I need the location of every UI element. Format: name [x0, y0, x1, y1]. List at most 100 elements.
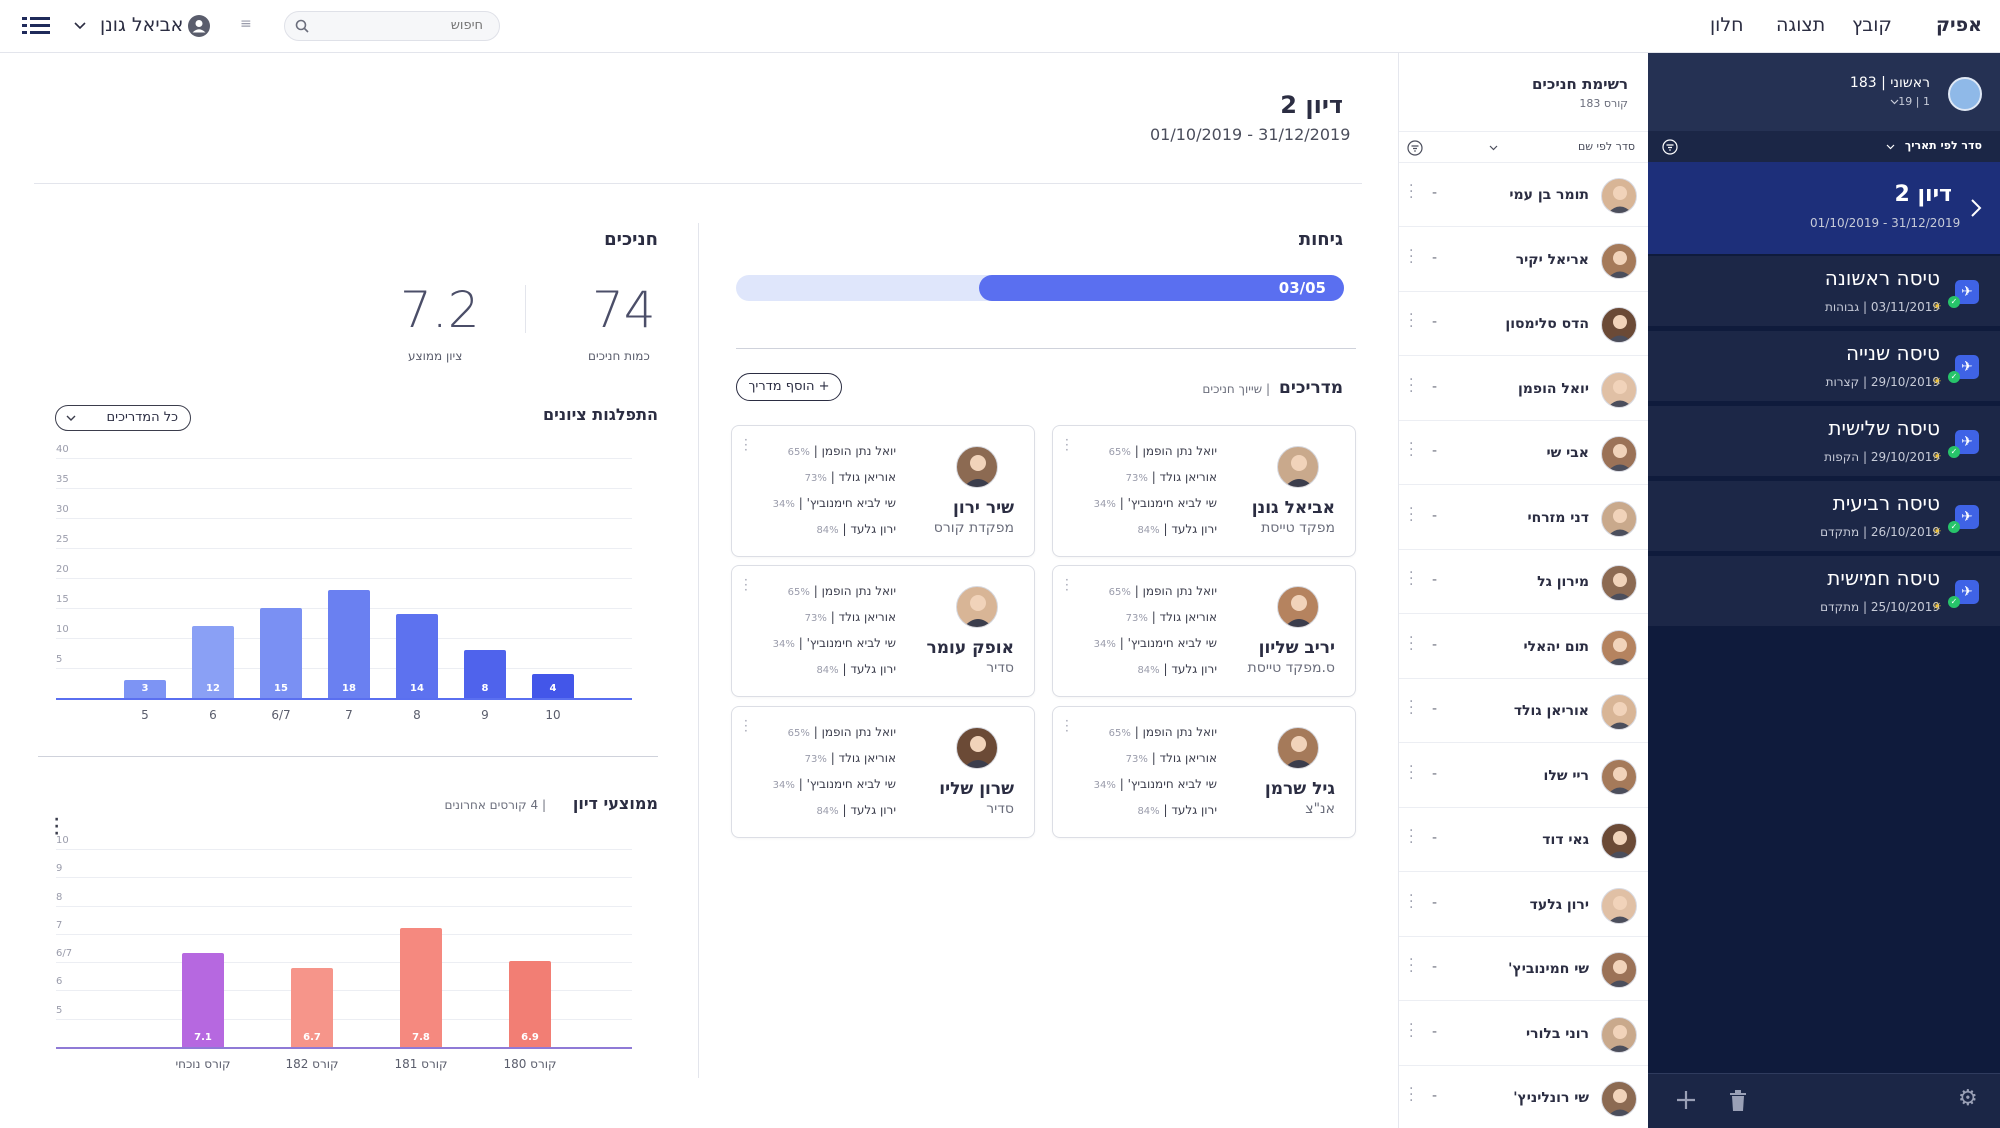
chevron-down-icon[interactable]	[1489, 145, 1498, 151]
check-icon: ✓	[1948, 521, 1960, 533]
more-options-icon[interactable]: · · ·	[1409, 758, 1414, 787]
chart-bar[interactable]	[182, 953, 224, 1047]
more-options-icon[interactable]: · · ·	[1409, 629, 1414, 658]
flight-item[interactable]: טיסה שלישית 29/10/2019 | הקפות ☀ ✈ ✓	[1648, 406, 2000, 476]
chart-bar[interactable]	[532, 674, 574, 698]
flight-item[interactable]: טיסה חמישית 25/10/2019 | מתקדם ☀ ✈ ✓	[1648, 556, 2000, 626]
search-box[interactable]	[284, 11, 500, 41]
flight-item[interactable]: טיסה שנייה 29/10/2019 | קצרות ☀ ✈ ✓	[1648, 331, 2000, 401]
flight-item[interactable]: טיסה רביעית 26/10/2019 | מתקדם ☀ ✈ ✓	[1648, 481, 2000, 551]
flight-item[interactable]: טיסה ראשונה 03/11/2019 | גבוהות ☀ ✈ ✓	[1648, 256, 2000, 326]
trainee-row[interactable]: תומר בן עמי - · · ·	[1399, 163, 1649, 227]
flight-title: טיסה רביעית	[1832, 491, 1940, 515]
trainees-sort-select[interactable]: סדר לפי שם	[1577, 140, 1635, 153]
selected-discussion-item[interactable]: דיון 2 01/10/2019 - 31/12/2019	[1648, 162, 2000, 254]
trash-icon[interactable]	[1728, 1090, 1748, 1112]
menu-view[interactable]: תצוגה	[1776, 14, 1826, 36]
chart-bar[interactable]	[124, 680, 166, 698]
more-options-icon[interactable]: · · ·	[744, 433, 748, 457]
more-options-icon[interactable]: · · ·	[744, 573, 748, 597]
add-instructor-button[interactable]: + הוסף מדריך	[736, 373, 842, 401]
flight-title: טיסה שלישית	[1828, 416, 1940, 440]
instructor-card[interactable]: יריב שליון ס.מפקד טייסת יואל נתן הופמן | 6…	[1052, 565, 1356, 697]
more-options-icon[interactable]: · · ·	[1409, 565, 1414, 593]
more-options-icon[interactable]: · · ·	[1065, 433, 1069, 457]
menu-brand[interactable]: אפיק	[1936, 14, 1982, 36]
trainee-row[interactable]: ריי שלו - · · ·	[1399, 744, 1649, 808]
menu-window[interactable]: חלון	[1710, 14, 1744, 36]
trainee-row[interactable]: מירון גל - · · ·	[1399, 550, 1649, 614]
list-icon[interactable]: ≡	[240, 16, 252, 32]
course-header[interactable]: ראשוני | 183 1 | 19	[1648, 53, 2000, 131]
chevron-down-icon[interactable]	[1886, 144, 1895, 150]
trainee-row[interactable]: גאי דוד - · · ·	[1399, 808, 1649, 872]
flights-sort-select[interactable]: סדר לפי תאריך	[1904, 139, 1982, 152]
more-options-icon[interactable]: · · ·	[1409, 242, 1414, 271]
average-grade-label: ציון ממוצע	[408, 349, 463, 363]
trainee-row[interactable]: אוריאן גולד - · · ·	[1399, 679, 1649, 743]
assigned-trainee-name: אוריאן גולד |	[1151, 751, 1217, 765]
chart-bar[interactable]	[328, 590, 370, 698]
more-options-icon[interactable]: · · ·	[54, 812, 60, 842]
chart-bar[interactable]	[400, 928, 442, 1047]
more-options-icon[interactable]: · · ·	[1065, 714, 1069, 738]
instructor-card[interactable]: שרון שליו סדיר יואל נתן הופמן | 65% אוריאן …	[731, 706, 1035, 838]
assigned-trainee-name: אוריאן גולד |	[1151, 470, 1217, 484]
more-options-icon[interactable]: · · ·	[1409, 307, 1414, 335]
more-options-icon[interactable]: · · ·	[1409, 371, 1414, 400]
trainee-row[interactable]: הדס סלימסון - · · ·	[1399, 292, 1649, 356]
more-options-icon[interactable]: · · ·	[1065, 573, 1069, 597]
flight-tag: מתקדם	[1820, 525, 1860, 539]
more-options-icon[interactable]: · · ·	[1409, 1016, 1414, 1045]
more-options-icon[interactable]: · · ·	[1409, 952, 1414, 980]
more-options-icon[interactable]: · · ·	[1409, 694, 1414, 722]
trainee-row[interactable]: יואל הופמן - · · ·	[1399, 357, 1649, 421]
trainee-row[interactable]: אבי שי - · · ·	[1399, 421, 1649, 485]
more-options-icon[interactable]: · · ·	[1409, 500, 1414, 529]
instructor-filter-select[interactable]: כל המדריכים	[55, 405, 191, 431]
more-options-icon[interactable]: · · ·	[1409, 887, 1414, 916]
instructors-assign-link[interactable]: | שייוך חניכים	[1202, 382, 1270, 396]
instructor-card[interactable]: גיל שרמן אנ"צ יואל נתן הופמן | 65% אוריאן ג…	[1052, 706, 1356, 838]
flight-tag: הקפות	[1824, 450, 1860, 464]
trainee-row[interactable]: רוני בלורי - · · ·	[1399, 1002, 1649, 1066]
trainee-row[interactable]: שי רונליניץ' - · · ·	[1399, 1066, 1649, 1128]
more-options-icon[interactable]: · · ·	[744, 714, 748, 738]
chart-bar[interactable]	[291, 967, 333, 1047]
more-options-icon[interactable]: · · ·	[1409, 1081, 1414, 1109]
more-options-icon[interactable]: · · ·	[1409, 436, 1414, 464]
instructor-card[interactable]: אביאל גונן מפקד טייסת יואל נתן הופמן | 65%…	[1052, 425, 1356, 557]
chevron-down-icon[interactable]	[74, 22, 86, 30]
chart-bar[interactable]	[192, 626, 234, 698]
add-icon[interactable]	[1676, 1090, 1696, 1110]
more-options-icon[interactable]: · · ·	[1409, 178, 1414, 206]
y-tick-label: 40	[56, 444, 69, 455]
user-name[interactable]: אביאל גונן	[100, 14, 184, 36]
chart-bar[interactable]	[260, 608, 302, 698]
instructor-card[interactable]: אופק עומר סדיר יואל נתן הופמן | 65% אוריאן …	[731, 565, 1035, 697]
top-bar: אפיק קובץ תצוגה חלון ≡ אביאל גונן	[0, 0, 2000, 53]
filter-icon[interactable]	[1662, 139, 1678, 155]
settings-icon[interactable]: ⚙	[1958, 1086, 1978, 1111]
assigned-trainee-line: אוריאן גולד | 73%	[805, 751, 896, 765]
filter-icon[interactable]	[1407, 140, 1423, 156]
assigned-trainee-percent: 34%	[772, 780, 795, 791]
chart-bar[interactable]	[509, 960, 551, 1047]
sun-icon: ☀	[1932, 600, 1942, 613]
more-options-icon[interactable]: · · ·	[1409, 823, 1414, 851]
chevron-down-icon[interactable]	[1890, 99, 1899, 105]
search-input[interactable]	[313, 18, 483, 33]
trainee-row[interactable]: שי חמינוביץ' - · · ·	[1399, 937, 1649, 1001]
divider	[736, 348, 1356, 349]
hamburger-icon[interactable]	[22, 16, 50, 36]
trainee-row[interactable]: ירון גלעד - · · ·	[1399, 873, 1649, 937]
trainee-row[interactable]: תום יהאלי - · · ·	[1399, 615, 1649, 679]
menu-file[interactable]: קובץ	[1852, 14, 1892, 36]
chart-bar[interactable]	[464, 650, 506, 698]
instructor-card[interactable]: שיר ירון מפקדת קורס יואל נתן הופמן | 65% או…	[731, 425, 1035, 557]
trainee-row[interactable]: דני מזרחי - · · ·	[1399, 486, 1649, 550]
user-avatar-icon	[188, 15, 210, 37]
trainee-row[interactable]: אריאל יקיר - · · ·	[1399, 228, 1649, 292]
check-icon: ✓	[1948, 596, 1960, 608]
chart-bar[interactable]	[396, 614, 438, 698]
